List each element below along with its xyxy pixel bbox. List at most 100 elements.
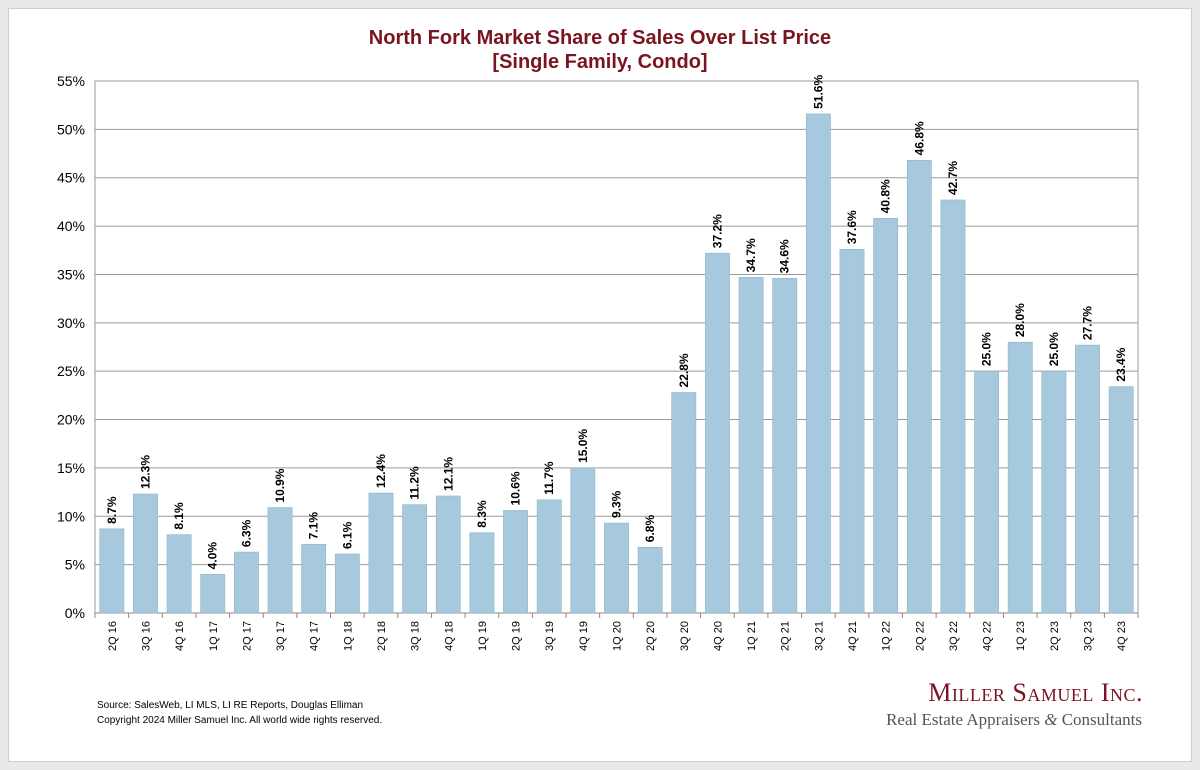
chart-subtitle: [Single Family, Condo] [492, 51, 708, 73]
data-label: 10.9% [273, 468, 287, 502]
data-label: 4.0% [206, 542, 220, 570]
bar [1041, 370, 1067, 614]
data-label: 15.0% [576, 429, 590, 463]
x-tick-label: 4Q 16 [174, 621, 186, 651]
tagline-part-b: Consultants [1061, 710, 1142, 729]
data-label: 11.7% [542, 461, 556, 495]
bar [839, 249, 865, 614]
bar [906, 160, 932, 614]
data-label: 12.4% [374, 454, 388, 488]
bar [1007, 341, 1033, 614]
bar [233, 551, 259, 614]
data-label: 6.3% [239, 519, 253, 547]
data-label: 6.1% [340, 521, 354, 549]
x-tick-label: 4Q 19 [578, 621, 590, 651]
x-tick-label: 1Q 23 [1015, 621, 1027, 651]
bar [99, 528, 125, 614]
x-tick-label: 4Q 23 [1116, 621, 1128, 651]
y-tick-label: 45% [57, 170, 85, 186]
y-tick-label: 15% [57, 460, 85, 476]
x-tick-label: 1Q 21 [746, 621, 758, 651]
y-tick-label: 10% [57, 508, 85, 524]
bar [570, 467, 596, 614]
bar [301, 544, 327, 614]
x-tick-label: 3Q 18 [410, 621, 422, 651]
bar [402, 504, 428, 614]
x-tick-label: 2Q 22 [914, 621, 926, 651]
bar [1075, 344, 1100, 614]
data-label: 51.6% [811, 75, 825, 109]
data-label: 34.6% [778, 239, 792, 273]
company-logo-tagline: Real Estate Appraisers & Consultants [886, 710, 1142, 730]
bar [671, 392, 697, 614]
y-tick-label: 30% [57, 315, 85, 331]
data-label: 8.3% [475, 500, 489, 528]
data-label: 25.0% [1047, 332, 1061, 366]
x-tick-label: 3Q 17 [275, 621, 287, 651]
data-label: 6.8% [643, 515, 657, 543]
x-tick-label: 2Q 16 [107, 621, 119, 651]
data-label: 7.1% [307, 512, 321, 540]
data-label: 37.2% [710, 214, 724, 248]
x-tick-label: 4Q 20 [712, 621, 724, 651]
data-label: 27.7% [1081, 306, 1095, 340]
y-tick-label: 55% [57, 73, 85, 89]
x-tick-label: 2Q 19 [511, 621, 523, 651]
data-label: 12.1% [441, 457, 455, 491]
y-tick-label: 40% [57, 218, 85, 234]
bar [738, 277, 764, 614]
y-tick-label: 25% [57, 363, 85, 379]
data-label: 12.3% [138, 455, 152, 489]
data-label: 28.0% [1013, 303, 1027, 337]
bar [1108, 386, 1134, 614]
company-logo-name: Miller Samuel Inc. [928, 678, 1143, 707]
bar [805, 113, 831, 614]
data-label: 42.7% [946, 161, 960, 195]
x-tick-label: 2Q 23 [1049, 621, 1061, 651]
data-label: 22.8% [677, 353, 691, 387]
data-label: 25.0% [980, 332, 994, 366]
x-tick-label: 3Q 23 [1083, 621, 1095, 651]
bar [166, 534, 192, 614]
x-tick-label: 4Q 17 [309, 621, 321, 651]
x-tick-label: 2Q 20 [645, 621, 657, 651]
bar [435, 495, 461, 614]
data-label: 46.8% [912, 121, 926, 155]
bar [705, 252, 730, 614]
bar [503, 510, 528, 614]
x-tick-label: 3Q 16 [140, 621, 152, 651]
x-tick-label: 3Q 21 [813, 621, 825, 651]
data-label: 9.3% [610, 490, 624, 518]
y-tick-label: 50% [57, 121, 85, 137]
x-tick-label: 4Q 22 [982, 621, 994, 651]
bar [637, 546, 663, 614]
data-label: 23.4% [1114, 347, 1128, 381]
tagline-ampersand: & [1044, 710, 1058, 729]
x-tick-label: 1Q 19 [477, 621, 489, 651]
y-tick-label: 0% [65, 605, 85, 621]
x-tick-label: 4Q 18 [443, 621, 455, 651]
y-tick-label: 20% [57, 412, 85, 428]
data-label: 11.2% [408, 466, 422, 500]
tagline-part-a: Real Estate Appraisers [886, 710, 1040, 729]
y-tick-label: 35% [57, 266, 85, 282]
x-tick-label: 4Q 21 [847, 621, 859, 651]
bar [940, 199, 966, 614]
x-tick-label: 1Q 22 [881, 621, 893, 651]
x-tick-label: 2Q 21 [780, 621, 792, 651]
copyright-note: Copyright 2024 Miller Samuel Inc. All wo… [97, 715, 383, 726]
bar [604, 522, 629, 614]
x-tick-label: 1Q 20 [612, 621, 624, 651]
bar [267, 507, 293, 614]
x-tick-label: 3Q 22 [948, 621, 960, 651]
bar [536, 499, 562, 614]
data-label: 40.8% [879, 179, 893, 213]
bar [368, 492, 394, 614]
bar [133, 493, 158, 614]
bar [873, 218, 899, 614]
x-tick-label: 1Q 17 [208, 621, 220, 651]
x-tick-label: 1Q 18 [342, 621, 354, 651]
bar [334, 553, 360, 614]
x-tick-label: 3Q 20 [679, 621, 691, 651]
data-label: 37.6% [845, 210, 859, 244]
